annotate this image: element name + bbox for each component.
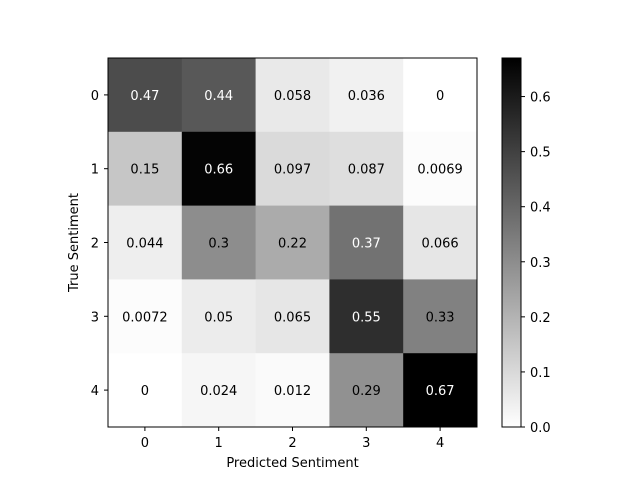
cell-value-label: 0.097 (274, 163, 311, 178)
y-tick-label: 4 (91, 384, 99, 399)
heatmap-cell (329, 131, 404, 207)
heatmap-cell (181, 353, 257, 428)
heatmap-cell (255, 279, 330, 354)
colorbar-tick-label: 0.5 (530, 146, 551, 161)
cell-value-label: 0.024 (200, 384, 237, 399)
cell-value-label: 0.036 (348, 89, 385, 104)
heatmap-cell (181, 279, 257, 354)
heatmap-cell (403, 205, 478, 280)
colorbar-tick-label: 0.2 (530, 311, 551, 326)
cell-value-label: 0.065 (274, 310, 311, 325)
heatmap-cell (181, 131, 257, 207)
cell-value-label: 0.0072 (122, 310, 168, 325)
heatmap-cell (403, 279, 478, 354)
heatmap-cell (181, 205, 257, 280)
cell-value-label: 0.0069 (417, 163, 463, 178)
cell-value-label: 0.3 (208, 237, 229, 252)
heatmap-cell (329, 353, 404, 428)
cell-value-label: 0.087 (348, 163, 385, 178)
heatmap-cell (255, 58, 330, 133)
y-tick-label: 3 (91, 310, 99, 325)
x-tick-label: 3 (362, 436, 370, 451)
heatmap-cell (255, 131, 330, 207)
x-tick-label: 1 (215, 436, 223, 451)
heatmap-cell (108, 205, 183, 280)
x-axis-ticks: 0 1 2 3 4 (141, 427, 444, 451)
cell-value-label: 0.066 (421, 237, 458, 252)
colorbar-tick-label: 0.3 (530, 256, 551, 271)
cell-value-label: 0.058 (274, 89, 311, 104)
heatmap-cell (181, 58, 257, 133)
heatmap-cell (403, 58, 478, 133)
cell-value-label: 0.67 (426, 384, 455, 399)
heatmap-cell (329, 205, 404, 280)
heatmap-cell (255, 353, 330, 428)
heatmap-cells (108, 58, 478, 428)
cell-value-label: 0.66 (204, 163, 233, 178)
x-tick-label: 0 (141, 436, 149, 451)
x-axis-label: Predicted Sentiment (226, 456, 358, 471)
cell-value-label: 0.29 (352, 384, 381, 399)
heatmap-cell (403, 353, 478, 428)
colorbar-tick-label: 0.0 (530, 421, 551, 436)
colorbar (501, 57, 522, 428)
heatmap-cell (108, 279, 183, 354)
heatmap-cell-labels: 0.47 0.44 0.058 0.036 0 0.15 0.66 0.097 0.087 0.0… (122, 89, 463, 399)
y-tick-label: 2 (91, 237, 99, 252)
y-axis-ticks: 0 1 2 3 4 (91, 89, 108, 399)
cell-value-label: 0.33 (426, 310, 455, 325)
y-tick-label: 1 (91, 163, 99, 178)
heatmap-cell (403, 131, 478, 207)
cell-value-label: 0.37 (352, 237, 381, 252)
cell-value-label: 0.05 (204, 310, 233, 325)
heatmap-cell (329, 279, 404, 354)
heatmap-cell (108, 353, 183, 428)
heatmap-cell (108, 131, 183, 207)
cell-value-label: 0 (436, 89, 444, 104)
heatmap-cell (108, 58, 183, 133)
colorbar-ticks: 0.0 0.1 0.2 0.3 0.4 0.5 0.6 (521, 91, 551, 436)
colorbar-tick-label: 0.1 (530, 366, 551, 381)
cell-value-label: 0.22 (278, 237, 307, 252)
cell-value-label: 0.012 (274, 384, 311, 399)
cell-value-label: 0.44 (204, 89, 233, 104)
cell-value-label: 0 (141, 384, 149, 399)
y-axis-label: True Sentiment (67, 193, 82, 293)
y-tick-label: 0 (91, 89, 99, 104)
x-tick-label: 4 (436, 436, 444, 451)
cell-value-label: 0.044 (126, 237, 163, 252)
x-tick-label: 2 (288, 436, 296, 451)
cell-value-label: 0.47 (130, 89, 159, 104)
colorbar-tick-label: 0.6 (530, 91, 551, 106)
cell-value-label: 0.55 (352, 310, 381, 325)
heatmap-cell (255, 205, 330, 280)
heatmap-cell (329, 58, 404, 133)
cell-value-label: 0.15 (130, 163, 159, 178)
colorbar-tick-label: 0.4 (530, 201, 551, 216)
